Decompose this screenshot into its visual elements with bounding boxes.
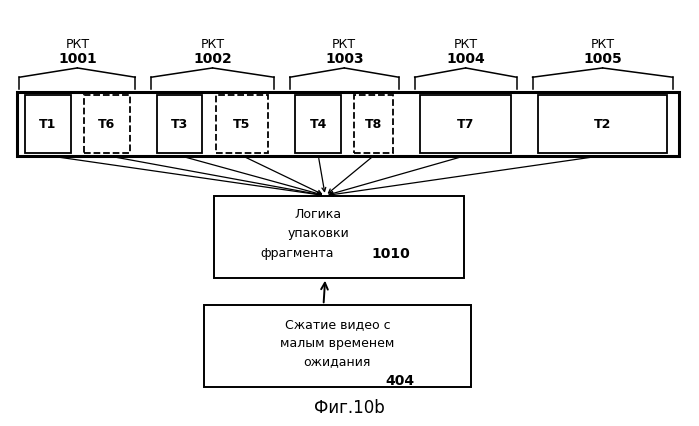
Text: T5: T5 — [233, 118, 251, 131]
Text: ожидания: ожидания — [303, 355, 371, 368]
Text: 1005: 1005 — [583, 52, 622, 66]
Bar — [216, 96, 268, 153]
Text: T8: T8 — [365, 118, 382, 131]
Bar — [17, 93, 679, 156]
Text: 1003: 1003 — [325, 52, 363, 66]
Text: T6: T6 — [98, 118, 115, 131]
Bar — [25, 96, 71, 153]
Text: T2: T2 — [594, 118, 612, 131]
Text: Фиг.10b: Фиг.10b — [314, 398, 385, 416]
Bar — [204, 305, 471, 388]
Bar — [215, 196, 464, 278]
Text: Сжатие видео с: Сжатие видео с — [284, 317, 390, 330]
Bar — [420, 96, 511, 153]
Text: T7: T7 — [457, 118, 475, 131]
Text: упаковки: упаковки — [287, 227, 350, 239]
Text: Логика: Логика — [295, 207, 342, 221]
Text: 1010: 1010 — [372, 246, 410, 260]
Text: 404: 404 — [385, 373, 415, 387]
Text: T1: T1 — [39, 118, 57, 131]
Text: РКТ: РКТ — [591, 38, 614, 51]
Bar — [157, 96, 203, 153]
Text: 1001: 1001 — [58, 52, 96, 66]
Text: малым временем: малым временем — [280, 336, 394, 349]
Text: T4: T4 — [310, 118, 327, 131]
Text: фрагмента: фрагмента — [261, 247, 334, 259]
Text: 1002: 1002 — [193, 52, 232, 66]
Text: 1004: 1004 — [446, 52, 485, 66]
Bar — [354, 96, 393, 153]
Text: РКТ: РКТ — [332, 38, 356, 51]
Bar — [296, 96, 341, 153]
Text: РКТ: РКТ — [454, 38, 477, 51]
Text: РКТ: РКТ — [201, 38, 224, 51]
Bar — [538, 96, 667, 153]
Text: T3: T3 — [171, 118, 188, 131]
Bar — [84, 96, 130, 153]
Text: РКТ: РКТ — [65, 38, 89, 51]
